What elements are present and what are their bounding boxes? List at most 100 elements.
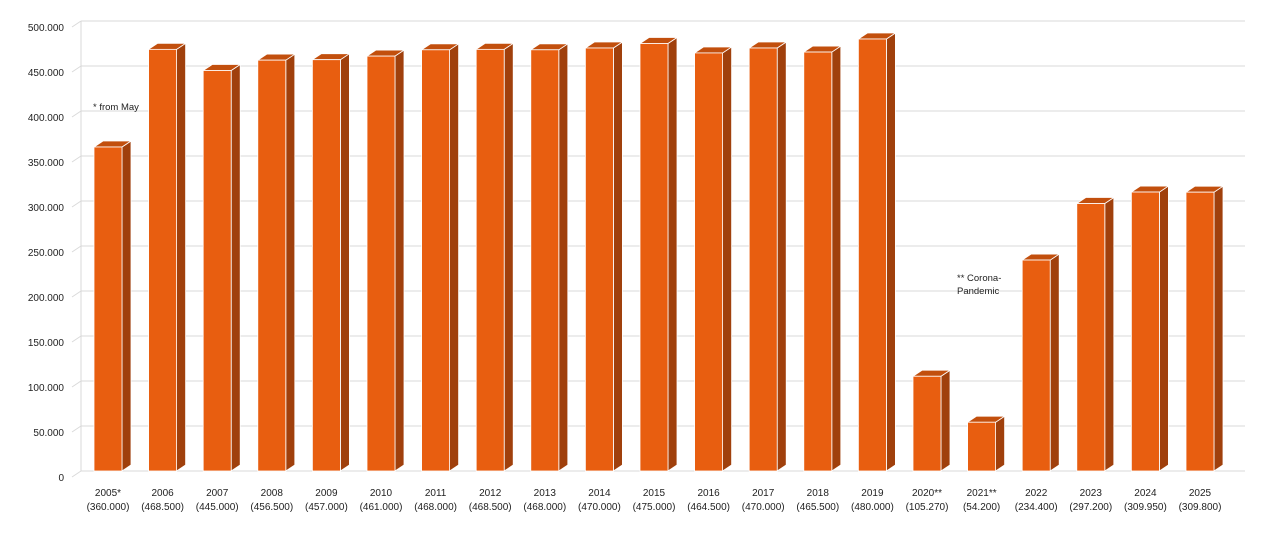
gridline-diag xyxy=(71,110,82,118)
data-label: (470.000) xyxy=(578,502,621,513)
bar xyxy=(147,42,187,472)
bar-side xyxy=(995,415,1005,472)
bar xyxy=(584,41,624,472)
gridline-diag xyxy=(71,20,82,28)
x-tick-label: 2011 xyxy=(425,488,447,499)
data-label: (309.950) xyxy=(1124,502,1167,513)
x-tick-label: 2015 xyxy=(643,488,666,499)
bar xyxy=(92,140,133,472)
bar-front xyxy=(202,70,232,472)
gridline-diag xyxy=(71,245,82,253)
x-tick-label: 2006 xyxy=(151,488,174,499)
bar-side xyxy=(1159,185,1169,472)
bar-side xyxy=(558,43,569,472)
annotation-corona: ** Corona- xyxy=(957,273,1001,284)
data-label: (468.500) xyxy=(141,502,184,513)
bar xyxy=(1184,185,1225,472)
bar-front xyxy=(257,59,287,472)
data-label: (360.000) xyxy=(87,502,130,513)
bar xyxy=(747,41,788,472)
bar-front xyxy=(585,47,614,472)
x-tick-label: 2009 xyxy=(315,488,338,499)
y-tick-label: 0 xyxy=(58,473,64,484)
bar-front xyxy=(311,59,341,472)
bar-front xyxy=(148,48,178,472)
y-tick-label: 100.000 xyxy=(28,383,65,394)
data-label: (475.000) xyxy=(633,502,676,513)
bar-front xyxy=(858,38,887,472)
data-label: (461.000) xyxy=(360,502,403,513)
x-tick-label: 2007 xyxy=(206,488,229,499)
bar-front xyxy=(475,48,505,472)
data-label: (234.400) xyxy=(1015,502,1058,513)
bar-side xyxy=(831,45,842,472)
x-tick-label: 2023 xyxy=(1080,488,1103,499)
bar xyxy=(966,415,1006,472)
bar-front xyxy=(1185,191,1215,472)
data-label: (470.000) xyxy=(742,502,785,513)
data-label: (445.000) xyxy=(196,502,239,513)
x-tick-label: 2024 xyxy=(1134,488,1157,499)
x-tick-label: 2013 xyxy=(534,488,557,499)
y-tick-label: 300.000 xyxy=(28,203,65,214)
y-tick-label: 200.000 xyxy=(28,293,65,304)
data-label: (468.000) xyxy=(414,502,457,513)
data-label: (480.000) xyxy=(851,502,894,513)
bar-front xyxy=(803,51,833,472)
y-axis-ticks: 0 50.000 100.000 150.000 200.000 250.000 300.0… xyxy=(28,23,65,484)
y-tick-label: 250.000 xyxy=(28,248,65,259)
bar xyxy=(857,32,897,472)
bar-front xyxy=(366,55,396,472)
bar-side xyxy=(613,41,623,472)
x-tick-label: 2019 xyxy=(861,488,884,499)
bar-front xyxy=(748,47,778,472)
data-label: (468.500) xyxy=(469,502,512,513)
bar xyxy=(693,46,733,472)
annotation-pandemic: Pandemic xyxy=(957,286,999,297)
bar-front xyxy=(1021,259,1051,472)
bar-side xyxy=(1213,185,1224,472)
bar xyxy=(365,49,406,472)
x-tick-label: 2018 xyxy=(807,488,830,499)
x-tick-label: 2012 xyxy=(479,488,502,499)
bar-side xyxy=(1104,196,1115,472)
data-label: (456.500) xyxy=(250,502,293,513)
bar xyxy=(911,369,952,472)
data-label: (54.200) xyxy=(963,502,1000,513)
bar xyxy=(420,43,460,472)
bar-front xyxy=(639,43,669,472)
bar-side xyxy=(176,42,187,472)
bar-front xyxy=(912,375,942,472)
bar xyxy=(1130,185,1170,472)
data-label: (465.500) xyxy=(796,502,839,513)
bar xyxy=(638,36,679,472)
y-tick-label: 500.000 xyxy=(28,23,65,34)
data-label: (468.000) xyxy=(523,502,566,513)
bar xyxy=(311,52,351,472)
x-tick-label: 2008 xyxy=(261,488,284,499)
gridline-diag xyxy=(71,65,82,73)
gridline-diag xyxy=(71,290,82,298)
bar-side xyxy=(339,52,350,472)
data-label: (297.200) xyxy=(1069,502,1112,513)
data-label: (309.800) xyxy=(1179,502,1222,513)
x-tick-label: 2020** xyxy=(912,488,942,499)
x-tick-label: 2005* xyxy=(95,488,121,499)
data-label: (457.000) xyxy=(305,502,348,513)
bar-side xyxy=(722,46,732,472)
x-tick-label: 2025 xyxy=(1189,488,1212,499)
gridline-diag xyxy=(71,425,82,433)
x-tick-label: 2010 xyxy=(370,488,393,499)
y-tick-label: 350.000 xyxy=(28,158,65,169)
bar-front xyxy=(421,49,451,472)
bar-side xyxy=(940,369,951,472)
bar-side xyxy=(121,140,132,472)
y-tick-label: 150.000 xyxy=(28,338,65,349)
gridline-diag xyxy=(71,470,82,478)
bar-side xyxy=(285,53,296,472)
bar xyxy=(802,45,843,472)
bar-front xyxy=(1131,191,1160,472)
bar-side xyxy=(886,32,896,472)
bar-side xyxy=(394,49,405,472)
